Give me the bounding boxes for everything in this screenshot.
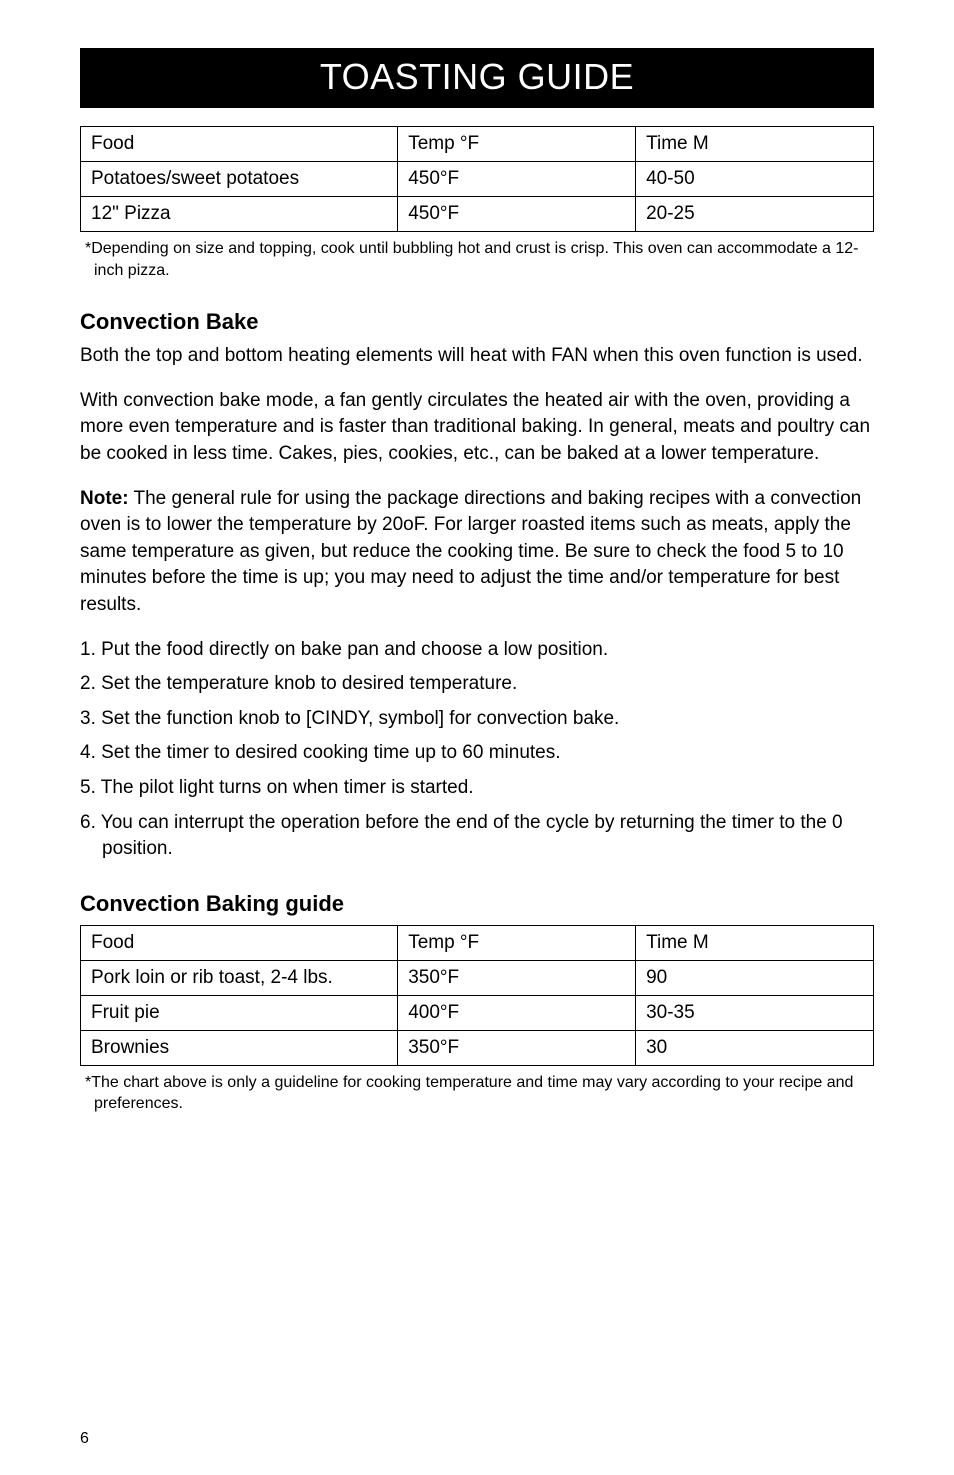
body-paragraph-note: Note: The general rule for using the pac… (80, 486, 874, 619)
table1-footnote: *Depending on size and topping, cook unt… (94, 238, 874, 281)
col-header-food: Food (81, 925, 398, 960)
convection-baking-table: Food Temp °F Time M Pork loin or rib toa… (80, 925, 874, 1066)
table2-footnote: *The chart above is only a guideline for… (94, 1072, 874, 1115)
table-row: Potatoes/sweet potatoes 450°F 40-50 (81, 162, 874, 197)
col-header-time: Time M (636, 925, 874, 960)
cell-food: Pork loin or rib toast, 2-4 lbs. (81, 960, 398, 995)
page-number: 6 (80, 1430, 89, 1448)
cell-temp: 350°F (398, 960, 636, 995)
note-label: Note: (80, 488, 129, 509)
cell-time: 30-35 (636, 995, 874, 1030)
col-header-time: Time M (636, 127, 874, 162)
note-body: The general rule for using the package d… (80, 488, 861, 615)
list-item: 2. Set the temperature knob to desired t… (80, 671, 874, 698)
list-item: 3. Set the function knob to [CINDY, symb… (80, 706, 874, 733)
cell-temp: 350°F (398, 1030, 636, 1065)
table-header-row: Food Temp °F Time M (81, 127, 874, 162)
list-item: 1. Put the food directly on bake pan and… (80, 637, 874, 664)
cell-food: Brownies (81, 1030, 398, 1065)
body-paragraph: Both the top and bottom heating elements… (80, 343, 874, 370)
toasting-table: Food Temp °F Time M Potatoes/sweet potat… (80, 126, 874, 232)
page-title-banner: TOASTING GUIDE (80, 48, 874, 108)
section-heading-convection-baking-guide: Convection Baking guide (80, 891, 874, 917)
cell-temp: 400°F (398, 995, 636, 1030)
list-item: 6. You can interrupt the operation befor… (80, 810, 874, 863)
col-header-food: Food (81, 127, 398, 162)
cell-time: 40-50 (636, 162, 874, 197)
body-paragraph: With convection bake mode, a fan gently … (80, 388, 874, 468)
cell-time: 90 (636, 960, 874, 995)
table-row: 12" Pizza 450°F 20-25 (81, 197, 874, 232)
section-heading-convection-bake: Convection Bake (80, 309, 874, 335)
list-item: 4. Set the timer to desired cooking time… (80, 740, 874, 767)
col-header-temp: Temp °F (398, 925, 636, 960)
cell-food: Potatoes/sweet potatoes (81, 162, 398, 197)
cell-food: 12" Pizza (81, 197, 398, 232)
table-header-row: Food Temp °F Time M (81, 925, 874, 960)
cell-food: Fruit pie (81, 995, 398, 1030)
cell-temp: 450°F (398, 162, 636, 197)
cell-time: 20-25 (636, 197, 874, 232)
table-row: Brownies 350°F 30 (81, 1030, 874, 1065)
table-row: Pork loin or rib toast, 2-4 lbs. 350°F 9… (81, 960, 874, 995)
steps-list: 1. Put the food directly on bake pan and… (80, 637, 874, 863)
table-row: Fruit pie 400°F 30-35 (81, 995, 874, 1030)
cell-time: 30 (636, 1030, 874, 1065)
list-item: 5. The pilot light turns on when timer i… (80, 775, 874, 802)
cell-temp: 450°F (398, 197, 636, 232)
col-header-temp: Temp °F (398, 127, 636, 162)
